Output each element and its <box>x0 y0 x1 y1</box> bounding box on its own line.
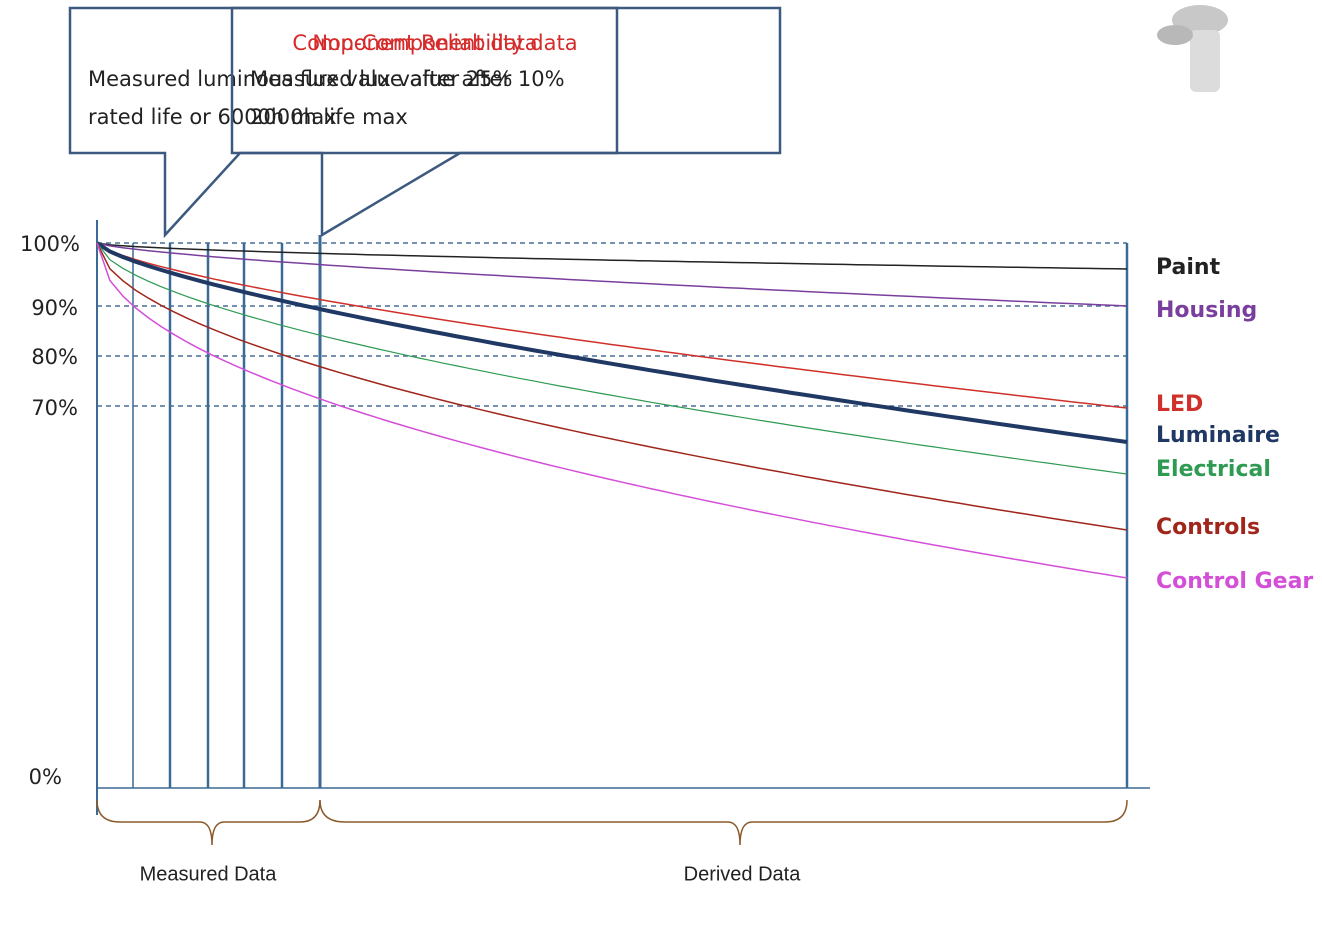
curve-labels: Paint Housing LED Luminaire Electrical Contro… <box>1156 255 1313 594</box>
curve-label: LED <box>1156 392 1203 417</box>
curve-label: Control Gear <box>1156 569 1313 594</box>
curve <box>97 243 1127 306</box>
y-label: 80% <box>31 345 78 369</box>
curve <box>97 243 1127 269</box>
y-label: 100% <box>20 232 80 256</box>
curve <box>97 243 1127 408</box>
verticals <box>97 220 1150 815</box>
y-label: 0% <box>29 765 62 789</box>
curve-label: Paint <box>1156 255 1221 280</box>
curves <box>97 243 1127 578</box>
curve-label: Housing <box>1156 298 1257 323</box>
brace-label: Measured Data <box>140 863 278 885</box>
y-label: 90% <box>31 296 78 320</box>
braces <box>97 800 1127 845</box>
curve-label: Luminaire <box>1156 423 1280 448</box>
grid <box>97 243 1127 406</box>
lamp-icon <box>1157 5 1228 92</box>
curve-label: Controls <box>1156 515 1260 540</box>
brace-label: Derived Data <box>684 863 802 885</box>
y-axis-labels: 100% 90% 80% 70% 0% <box>20 232 80 789</box>
callout-title: Non-Component data <box>312 31 537 55</box>
y-label: 70% <box>31 396 78 420</box>
diagram: 100% 90% 80% 70% 0% Paint Housing LED Lumin… <box>0 0 1322 935</box>
curve <box>97 243 1127 442</box>
callout-text: 2000h life max <box>250 105 408 129</box>
callout-text: Measured lux value after 10% <box>250 67 565 91</box>
curve-label: Electrical <box>1156 457 1271 482</box>
